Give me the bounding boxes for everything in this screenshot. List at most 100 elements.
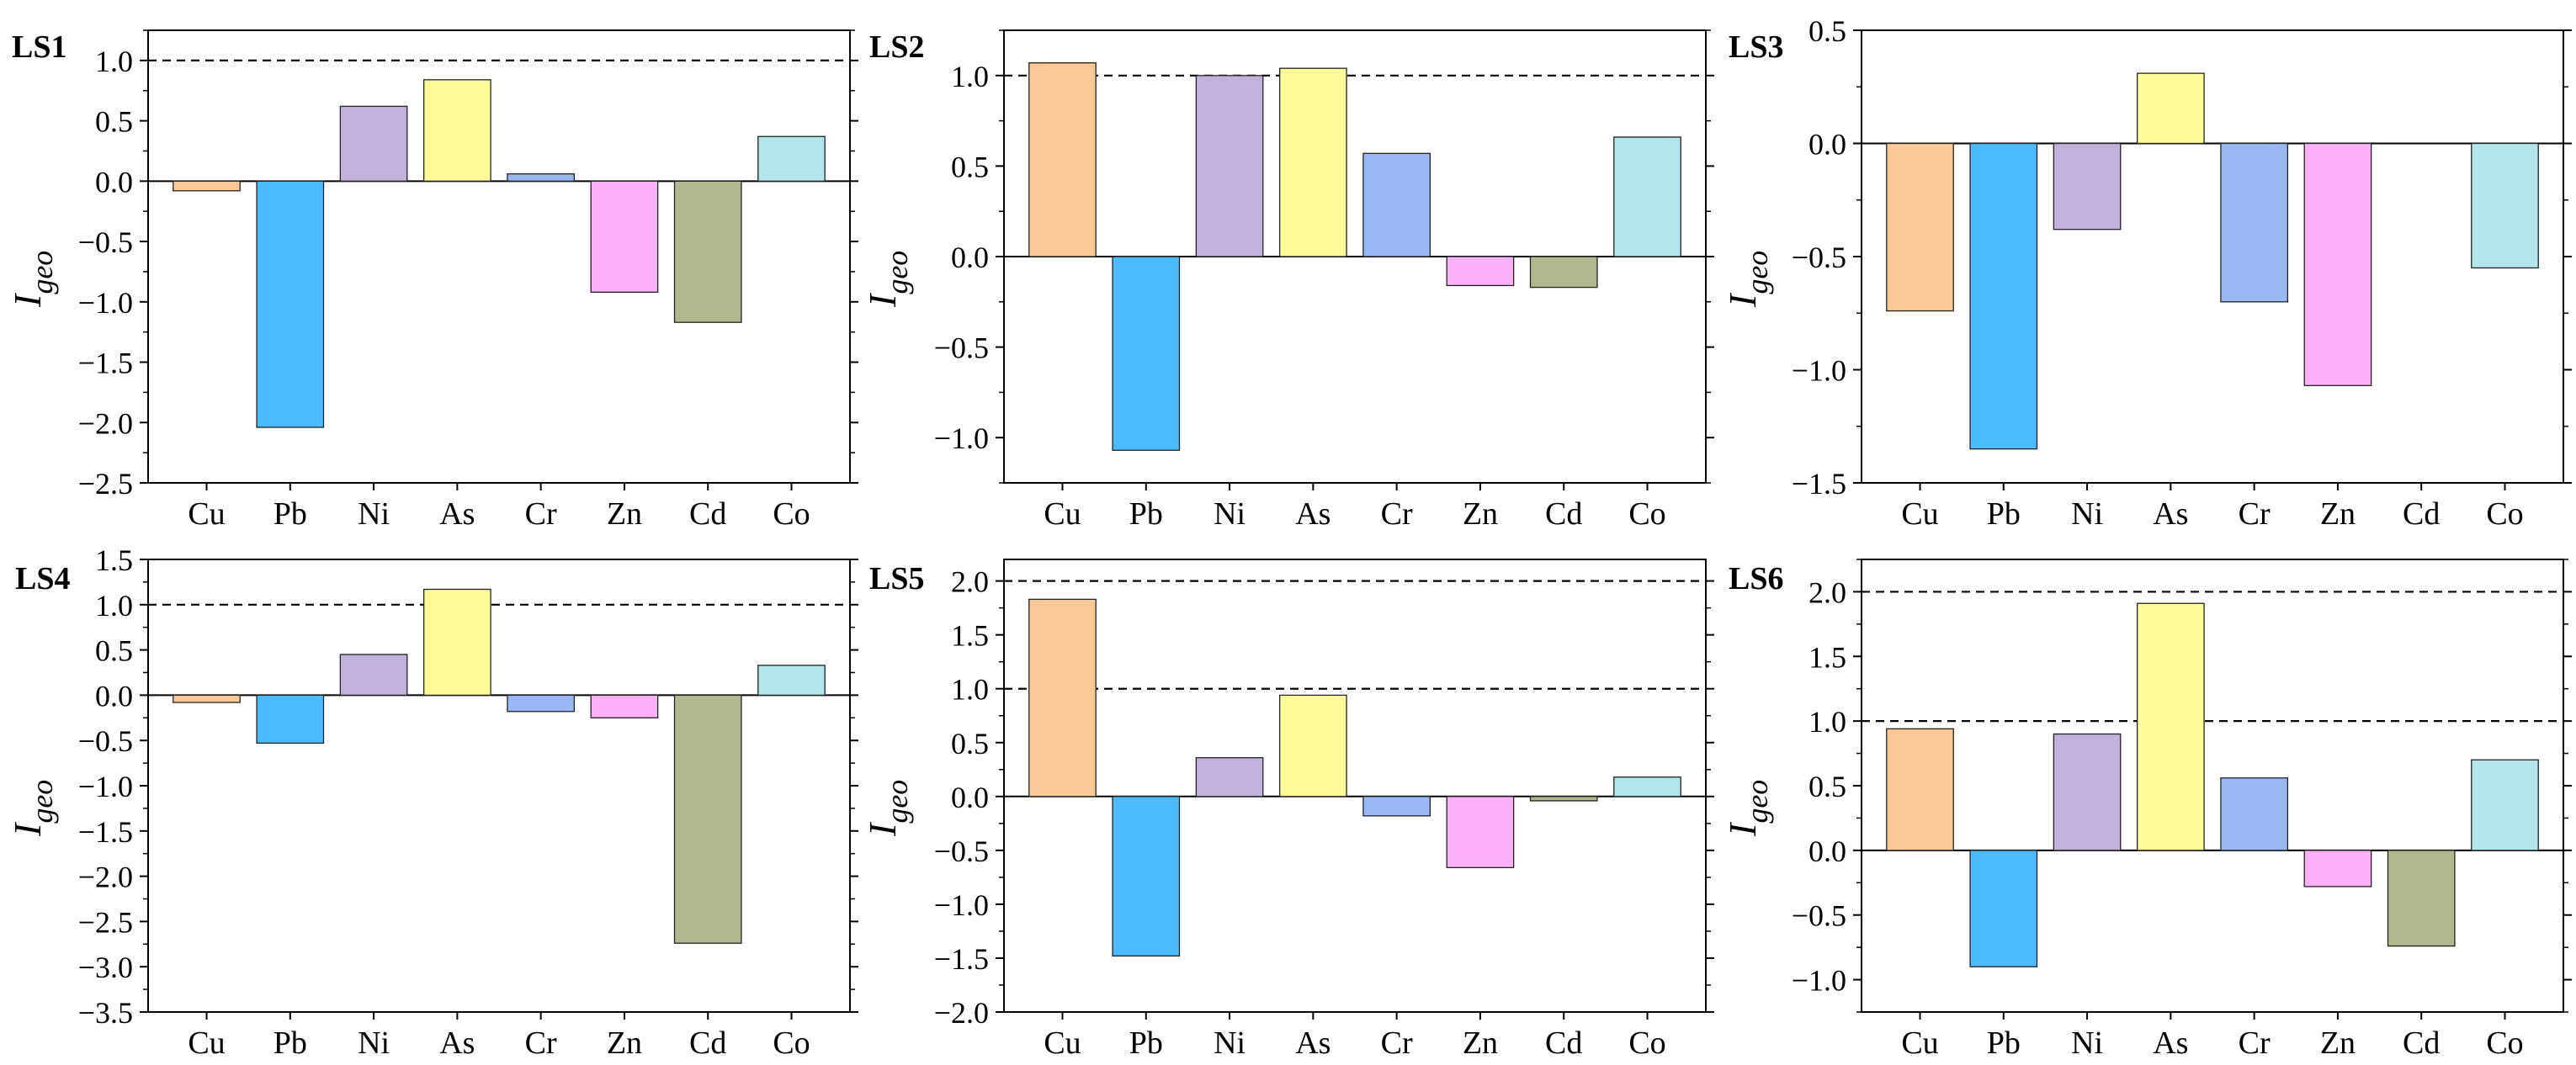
x-tick-label: Co	[773, 496, 810, 532]
x-tick-label: Pb	[1987, 496, 2021, 532]
y-tick-label: 1.5	[1809, 640, 1846, 674]
bar-cd	[673, 180, 742, 323]
x-tick-label: As	[1295, 1025, 1330, 1061]
y-tick-label: −3.5	[78, 996, 133, 1030]
chart-panel-ls4: Cu Pb Ni As Cr Zn Cd Co 1.5 1.0 0.5 0.0 −0.5 −1.0 −1.5…	[6, 543, 858, 1061]
bar-as	[1278, 694, 1347, 797]
chart-panel-ls6: Cu Pb Ni As Cr Zn Cd Co 2.0 1.5 1.0 0.5 0.0 −0.5 −1.0 L…	[1721, 559, 2572, 1061]
y-tick-label: 1.0	[1809, 705, 1846, 739]
x-tick-label: Co	[2486, 496, 2523, 532]
x-tick-label: As	[439, 496, 475, 532]
y-tick-label: −3.0	[78, 951, 133, 984]
bar-co	[1613, 136, 1681, 257]
panel-title: LS5	[869, 561, 924, 596]
y-tick-label: 0.5	[1809, 770, 1846, 803]
y-tick-label: 0.5	[951, 150, 989, 183]
x-tick-label: Pb	[1129, 1025, 1163, 1061]
y-tick-label: −0.5	[934, 331, 989, 365]
bar-ni	[339, 105, 408, 182]
y-tick-label: 1.0	[95, 45, 133, 78]
y-tick-label: 0.0	[95, 679, 133, 713]
x-tick-label: Cu	[1901, 496, 1938, 532]
y-tick-label: 1.5	[95, 543, 133, 577]
y-tick-label: −0.5	[1792, 899, 1846, 933]
x-tick-label: Zn	[607, 1025, 642, 1061]
bar-pb	[256, 694, 325, 744]
bar-as	[422, 588, 491, 697]
x-tick-label: Cd	[689, 496, 726, 532]
y-tick-label: 0.5	[95, 634, 133, 668]
plot-frame	[147, 29, 851, 484]
bar-ni	[1195, 757, 1264, 797]
bar-cd	[1529, 256, 1598, 289]
y-tick-label: 0.0	[1809, 128, 1846, 162]
bar-pb	[1112, 256, 1181, 451]
y-tick-label: 0.0	[951, 781, 989, 814]
x-tick-label: Cr	[1381, 496, 1413, 532]
bar-zn	[2303, 142, 2372, 386]
bar-pb	[256, 180, 325, 428]
x-tick-label: Pb	[1129, 496, 1163, 532]
bar-cr	[507, 694, 576, 713]
bar-cu	[1028, 62, 1097, 257]
y-tick-label: −2.5	[78, 467, 133, 501]
panel-title: LS3	[1729, 29, 1783, 65]
x-tick-label: Cr	[1381, 1025, 1413, 1061]
x-tick-label: Ni	[2071, 496, 2103, 532]
bar-as	[1278, 67, 1347, 257]
x-tick-label: Zn	[1463, 496, 1498, 532]
y-tick-label: −1.5	[934, 942, 989, 976]
panel-title: LS1	[12, 29, 66, 65]
x-tick-label: Ni	[358, 1025, 390, 1061]
y-tick-label: 0.5	[951, 727, 989, 760]
chart-panel-ls5: Cu Pb Ni As Cr Zn Cd Co 2.0 1.5 1.0 0.5 0.0 −0.5 −1.0 −…	[861, 559, 1714, 1061]
y-tick-label: −2.0	[934, 996, 989, 1030]
y-axis-label: Igeo	[1721, 780, 1774, 837]
x-tick-label: Cd	[2403, 496, 2440, 532]
x-tick-label: Cd	[689, 1025, 726, 1061]
bar-co	[2471, 142, 2539, 269]
x-tick-label: As	[1295, 496, 1330, 532]
x-tick-label: Cu	[1044, 1025, 1081, 1061]
bar-ni	[1195, 75, 1264, 257]
y-tick-label: 2.0	[1809, 575, 1846, 609]
y-tick-label: 2.0	[951, 565, 989, 599]
bar-cu	[173, 694, 241, 703]
plot-frame	[1861, 29, 2564, 484]
x-tick-label: Co	[1628, 496, 1665, 532]
y-tick-label: −1.0	[934, 421, 989, 455]
y-tick-label: −0.5	[78, 724, 133, 758]
y-tick-label: −0.5	[934, 835, 989, 868]
y-tick-label: 1.5	[951, 619, 989, 653]
x-tick-label: Co	[1628, 1025, 1665, 1061]
bar-co	[1613, 776, 1681, 797]
y-axis-label: Igeo	[6, 251, 59, 308]
y-tick-label: −1.0	[934, 888, 989, 922]
panel-title: LS4	[15, 561, 70, 596]
bar-as	[2136, 72, 2205, 145]
x-tick-label: Pb	[274, 496, 307, 532]
y-tick-label: −2.5	[78, 905, 133, 939]
plot-frame	[1003, 29, 1707, 484]
y-tick-label: −1.0	[78, 286, 133, 320]
y-tick-label: −0.5	[1792, 241, 1846, 274]
y-tick-label: 0.0	[1809, 835, 1846, 868]
x-tick-label: Ni	[1214, 496, 1246, 532]
y-axis-label: Igeo	[6, 780, 59, 837]
x-tick-label: As	[439, 1025, 475, 1061]
bar-cu	[173, 180, 241, 192]
y-tick-label: 0.0	[95, 165, 133, 199]
bar-cd	[2387, 850, 2456, 947]
x-tick-label: As	[2153, 496, 2188, 532]
y-tick-label: 1.0	[95, 589, 133, 623]
bar-pb	[1112, 796, 1181, 957]
y-tick-label: 1.0	[951, 60, 989, 93]
x-tick-label: Cr	[525, 1025, 557, 1061]
x-tick-label: Cr	[2239, 496, 2271, 532]
x-tick-label: Ni	[2071, 1025, 2103, 1061]
panel-title: LS2	[869, 29, 924, 65]
bar-ni	[339, 654, 408, 697]
bar-cu	[1886, 728, 1954, 851]
x-tick-label: Ni	[358, 496, 390, 532]
